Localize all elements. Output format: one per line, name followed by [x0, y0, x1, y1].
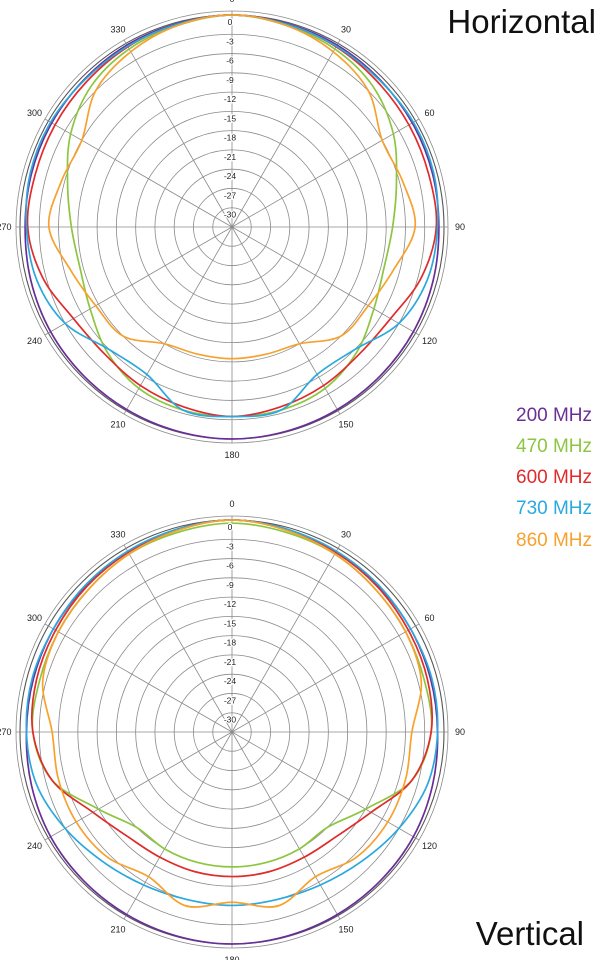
angle-label: 120 [422, 336, 437, 346]
series-line-200mhz [24, 14, 440, 440]
series-line-600mhz [30, 519, 434, 878]
angle-label: 240 [27, 336, 42, 346]
legend-item-730mhz: 730 MHz [516, 498, 592, 519]
r-tick-label: -6 [226, 561, 234, 571]
series-line-860mhz [47, 14, 417, 360]
r-tick-label: -9 [226, 75, 234, 85]
angle-label: 270 [0, 727, 12, 737]
angle-label: 30 [341, 530, 351, 540]
angle-label: 330 [110, 25, 125, 35]
grid-spoke [44, 226, 233, 336]
grid-spoke [123, 544, 233, 733]
grid-spoke [231, 226, 420, 336]
grid-spoke [231, 731, 341, 920]
angle-label: 180 [224, 955, 239, 960]
legend-item-200mhz: 200 MHz [516, 405, 592, 426]
series-line-730mhz [25, 14, 439, 418]
r-tick-label: -3 [226, 541, 234, 551]
r-tick-label: -21 [224, 152, 237, 162]
angle-label: 330 [110, 530, 125, 540]
angle-label: 120 [422, 841, 437, 851]
grid-spoke [123, 39, 233, 228]
angle-label: 0 [229, 0, 234, 4]
grid-spoke [231, 118, 420, 228]
r-tick-label: -27 [224, 695, 237, 705]
angle-label: 60 [424, 613, 434, 623]
angle-label: 210 [110, 924, 125, 934]
r-tick-label: -27 [224, 190, 237, 200]
grid-spoke [123, 226, 233, 415]
grid-spoke [231, 544, 341, 733]
legend-item-860mhz: 860 MHz [516, 530, 592, 551]
r-tick-label: 0 [228, 522, 233, 532]
angle-label: 210 [110, 419, 125, 429]
r-tick-label: -3 [226, 36, 234, 46]
angle-label: 270 [0, 222, 12, 232]
r-tick-label: -6 [226, 56, 234, 66]
legend-item-470mhz: 470 MHz [516, 436, 592, 457]
angle-label: 30 [341, 25, 351, 35]
grid-spoke [123, 731, 233, 920]
vertical-polar-chart: 0 -3 -6 -9 -12 -15 -18 -21 -24 -27 -30 0 30 60 90 120 15… [0, 498, 467, 960]
grid-spoke [231, 39, 341, 228]
r-tick-label: -18 [224, 133, 237, 143]
r-tick-label: -21 [224, 657, 237, 667]
angle-label: 60 [424, 108, 434, 118]
angle-label: 300 [27, 108, 42, 118]
angle-label: 180 [224, 450, 239, 460]
r-tick-label: -12 [224, 94, 237, 104]
r-tick-label: -24 [224, 676, 237, 686]
series-line-730mhz [25, 519, 439, 907]
r-tick-label: -15 [224, 113, 237, 123]
r-tick-label: -30 [224, 210, 237, 220]
r-tick-label: -9 [226, 580, 234, 590]
grid-spoke [231, 623, 420, 733]
angle-label: 240 [27, 841, 42, 851]
chart-title-vertical: Vertical [476, 915, 584, 952]
grid-spoke [44, 118, 233, 228]
r-tick-label: 0 [228, 17, 233, 27]
series-line-860mhz [41, 519, 423, 908]
grid-spoke [231, 226, 341, 415]
angle-label: 300 [27, 613, 42, 623]
grid-spoke [44, 623, 233, 733]
angle-label: 90 [455, 727, 465, 737]
r-tick-label: -15 [224, 618, 237, 628]
r-tick-label: -30 [224, 715, 237, 725]
legend: 200 MHz 470 MHz 600 MHz 730 MHz 860 MHz [516, 405, 592, 551]
legend-item-600mhz: 600 MHz [516, 467, 592, 488]
angle-label: 150 [338, 924, 353, 934]
chart-title-horizontal: Horizontal [447, 3, 596, 40]
angle-label: 150 [338, 419, 353, 429]
r-tick-label: -24 [224, 171, 237, 181]
angle-label: 90 [455, 222, 465, 232]
horizontal-polar-chart: 0 -3 -6 -9 -12 -15 -18 -21 -24 -27 -30 0 30 60 90 120 15… [0, 0, 467, 462]
angle-label: 0 [229, 499, 234, 509]
r-tick-label: -18 [224, 638, 237, 648]
r-tick-label: -12 [224, 599, 237, 609]
